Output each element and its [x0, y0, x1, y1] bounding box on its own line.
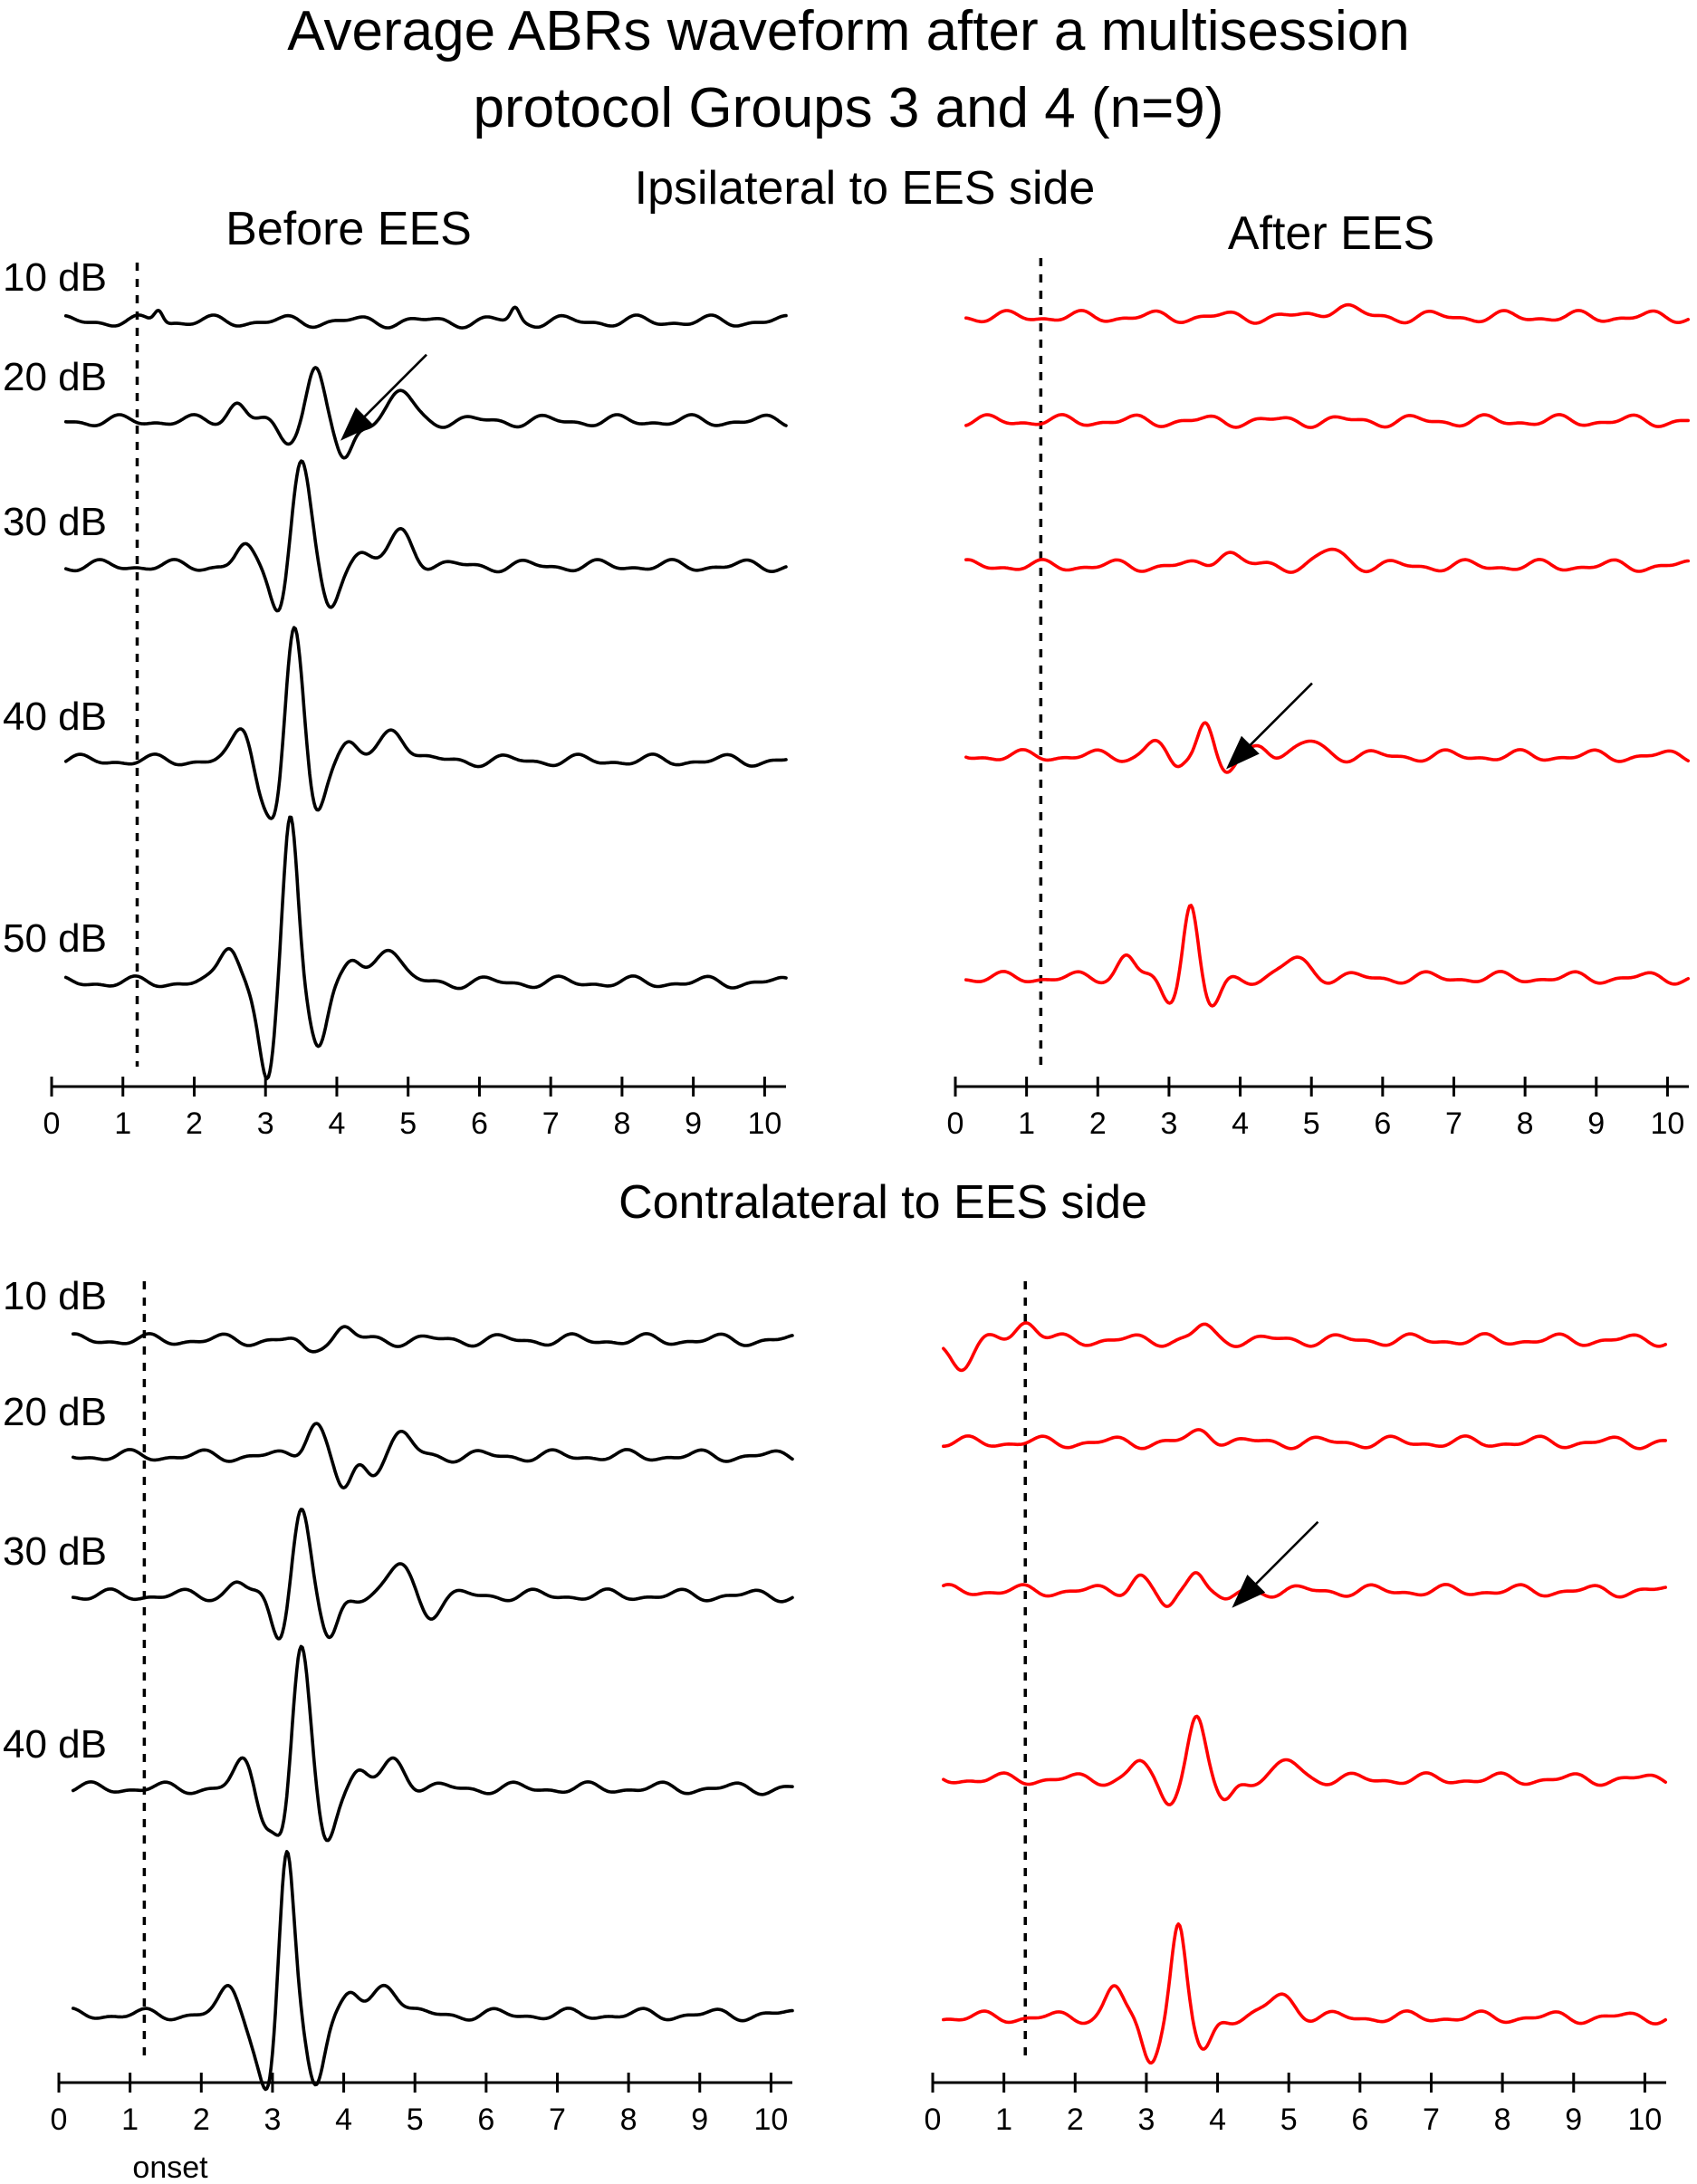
x-tick-label: 1 — [121, 2103, 139, 2137]
x-tick-label: 4 — [1232, 1106, 1249, 1141]
waveform-trace — [63, 366, 788, 460]
waveform-trace — [964, 547, 1690, 574]
x-tick-label: 0 — [925, 2103, 942, 2137]
x-tick-label: 5 — [399, 1106, 417, 1141]
figure-title-line-1: Average ABRs waveform after a multisessi… — [287, 0, 1409, 62]
waveform-trace — [63, 815, 788, 1080]
x-tick-label: 9 — [1587, 1106, 1605, 1141]
x-tick-label: 10 — [747, 1106, 781, 1141]
waveform-trace — [71, 1644, 794, 1843]
x-tick-label: 7 — [542, 1106, 560, 1141]
level-label: 30 dB — [3, 500, 107, 544]
x-tick-label: 5 — [407, 2103, 424, 2137]
x-tick-label: 4 — [1209, 2103, 1226, 2137]
x-tick-label: 8 — [613, 1106, 630, 1141]
arrow-shaft — [1251, 1520, 1319, 1589]
x-tick-label: 8 — [1494, 2103, 1511, 2137]
x-tick-label: 3 — [1160, 1106, 1177, 1141]
x-tick-label: 3 — [1137, 2103, 1155, 2137]
waveform-trace — [63, 626, 788, 820]
x-tick-label: 1 — [995, 2103, 1012, 2137]
arrow-shaft — [360, 353, 427, 422]
level-label: 30 dB — [3, 1529, 107, 1574]
section-title-ipsilateral: Ipsilateral to EES side — [635, 162, 1096, 215]
waveform-trace — [964, 721, 1690, 774]
waveform-trace — [71, 1325, 794, 1354]
x-tick-label: 5 — [1303, 1106, 1320, 1141]
x-tick-label: 4 — [328, 1106, 345, 1141]
x-tick-label: 9 — [691, 2103, 708, 2137]
x-tick-label: 9 — [685, 1106, 702, 1141]
arrow-shaft — [1245, 682, 1313, 751]
x-tick-label: 0 — [51, 2103, 68, 2137]
x-tick-label: 10 — [753, 2103, 788, 2137]
waveform-trace — [71, 1422, 794, 1490]
x-tick-label: 3 — [264, 2103, 281, 2137]
level-label: 10 dB — [3, 1274, 107, 1318]
x-tick-label: 0 — [43, 1106, 61, 1141]
x-tick-label: 0 — [947, 1106, 964, 1141]
onset-label: onset — [132, 2150, 208, 2184]
waveform-trace — [942, 1571, 1667, 1608]
x-tick-label: 6 — [471, 1106, 488, 1141]
arrow-head-icon — [340, 407, 374, 441]
x-tick-label: 2 — [186, 1106, 203, 1141]
level-label: 20 dB — [3, 355, 107, 399]
x-tick-label: 7 — [1423, 2103, 1440, 2137]
x-tick-label: 10 — [1627, 2103, 1662, 2137]
waveform-trace — [942, 1714, 1667, 1806]
x-tick-label: 6 — [1351, 2103, 1368, 2137]
panel-0: 0 1 2 3 4 5 6 7 8 9 10 10 dB 20 dB 30 dB 40 dB 50 dB — [3, 255, 788, 1141]
x-tick-label: 10 — [1650, 1106, 1684, 1141]
waveform-trace — [942, 1428, 1667, 1451]
x-tick-label: 7 — [549, 2103, 566, 2137]
x-tick-label: 2 — [193, 2103, 210, 2137]
x-tick-label: 5 — [1280, 2103, 1298, 2137]
panel-title-before: Before EES — [225, 203, 472, 255]
figure-title-line-2: protocol Groups 3 and 4 (n=9) — [474, 77, 1224, 139]
panel-2: 0 1 2 3 4 5 6 7 8 9 10 10 dB 20 dB 30 dB 40 dB — [3, 1274, 794, 2137]
x-tick-label: 4 — [335, 2103, 352, 2137]
arrow-head-icon — [1232, 1574, 1266, 1608]
waveform-trace — [964, 302, 1690, 325]
waveform-trace — [964, 413, 1690, 429]
x-tick-label: 7 — [1445, 1106, 1462, 1141]
level-label: 40 dB — [3, 1722, 107, 1767]
waveform-trace — [942, 1922, 1667, 2065]
level-label: 10 dB — [3, 255, 107, 300]
waveform-trace — [942, 1321, 1667, 1373]
arrow-head-icon — [1225, 735, 1260, 770]
x-tick-label: 2 — [1067, 2103, 1084, 2137]
waveform-trace — [71, 1508, 794, 1641]
x-tick-label: 6 — [1374, 1106, 1391, 1141]
waveform-trace — [63, 305, 788, 330]
waveform-trace — [71, 1850, 794, 2092]
waveform-trace — [63, 459, 788, 613]
panel-title-after: After EES — [1228, 207, 1434, 260]
section-title-contralateral: Contralateral to EES side — [618, 1176, 1147, 1229]
x-tick-label: 1 — [114, 1106, 131, 1141]
level-label: 40 dB — [3, 694, 107, 739]
waveform-trace — [964, 904, 1690, 1008]
level-label: 50 dB — [3, 916, 107, 961]
panel-1: 0 1 2 3 4 5 6 7 8 9 10 — [947, 258, 1690, 1141]
x-tick-label: 3 — [257, 1106, 274, 1141]
level-label: 20 dB — [3, 1390, 107, 1434]
x-tick-label: 8 — [1517, 1106, 1534, 1141]
panel-3: 0 1 2 3 4 5 6 7 8 9 10 — [925, 1281, 1667, 2137]
x-tick-label: 1 — [1018, 1106, 1035, 1141]
x-tick-label: 8 — [620, 2103, 638, 2137]
x-tick-label: 9 — [1565, 2103, 1582, 2137]
x-tick-label: 2 — [1089, 1106, 1107, 1141]
x-tick-label: 6 — [477, 2103, 494, 2137]
